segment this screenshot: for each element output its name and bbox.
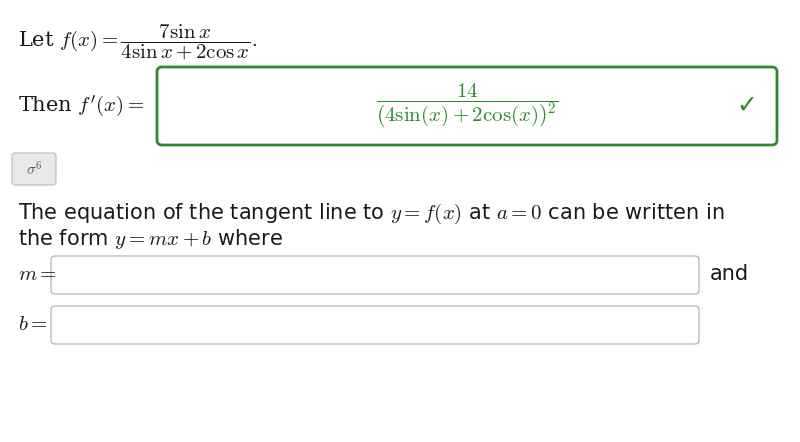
FancyBboxPatch shape: [12, 153, 56, 185]
Text: Let $f(x) = \dfrac{7\sin x}{4\sin x + 2\cos x}.$: Let $f(x) = \dfrac{7\sin x}{4\sin x + 2\…: [18, 23, 258, 62]
Text: $\sigma^6$: $\sigma^6$: [26, 160, 42, 178]
FancyBboxPatch shape: [51, 256, 699, 294]
Text: Then $f'(x) =$: Then $f'(x) =$: [18, 93, 144, 119]
Text: $m =$: $m =$: [18, 264, 57, 283]
FancyBboxPatch shape: [51, 306, 699, 344]
Text: the form $y = mx + b$ where: the form $y = mx + b$ where: [18, 227, 283, 251]
Text: and: and: [710, 264, 749, 284]
FancyBboxPatch shape: [157, 67, 777, 145]
Text: ✓: ✓: [736, 94, 757, 118]
Text: $\dfrac{14}{\left(4\sin(x)+2\cos(x)\right)^{2}}$: $\dfrac{14}{\left(4\sin(x)+2\cos(x)\righ…: [376, 82, 558, 130]
Text: $b =$: $b =$: [18, 315, 48, 334]
Text: The equation of the tangent line to $y = f(x)$ at $a = 0$ can be written in: The equation of the tangent line to $y =…: [18, 202, 725, 226]
